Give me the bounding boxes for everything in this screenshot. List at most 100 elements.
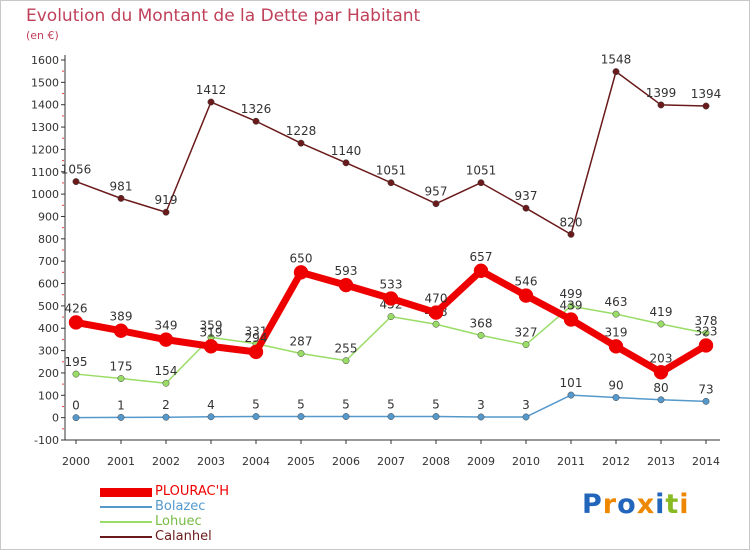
data-point-bolazec [657, 396, 665, 404]
data-label-calanhel: 1051 [376, 164, 407, 178]
data-label-bolazec: 3 [477, 398, 485, 412]
data-label-calanhel: 1394 [691, 87, 722, 101]
data-point-bolazec [297, 413, 305, 420]
data-point-bolazec [117, 413, 125, 421]
data-point-plourac-h [248, 344, 264, 360]
data-label-calanhel: 1399 [646, 86, 677, 100]
data-label-lohuec: 368 [470, 316, 493, 330]
data-point-lohuec [477, 331, 485, 339]
data-label-plourac-h: 593 [335, 264, 358, 278]
x-tick-label: 2000 [62, 455, 90, 468]
legend-swatch-calanhel [100, 536, 152, 538]
legend-label-bolazec: Bolazec [155, 499, 206, 514]
legend-label-lohuec: Lohuec [155, 514, 202, 529]
data-point-lohuec [117, 375, 125, 382]
data-point-lohuec [702, 329, 710, 337]
data-point-bolazec [252, 413, 260, 420]
x-tick-label: 2007 [377, 455, 405, 468]
legend-swatch-plourach [100, 488, 152, 497]
data-label-calanhel: 919 [155, 193, 178, 207]
data-point-bolazec [72, 414, 80, 422]
y-tick-label: 1300 [31, 121, 59, 134]
data-point-lohuec [612, 310, 620, 318]
legend-label-calanhel: Calanhel [155, 529, 212, 544]
data-point-bolazec [702, 397, 710, 405]
data-point-bolazec [432, 413, 440, 420]
data-label-calanhel: 1051 [466, 164, 497, 178]
data-label-plourac-h: 439 [560, 299, 583, 313]
data-point-lohuec [72, 370, 80, 378]
data-label-calanhel: 1412 [196, 83, 227, 97]
x-tick-label: 2004 [242, 455, 270, 468]
x-tick-label: 2010 [512, 455, 540, 468]
x-tick-label: 2011 [557, 455, 585, 468]
data-point-calanhel [477, 179, 485, 187]
data-label-plourac-h: 323 [695, 324, 718, 338]
data-point-bolazec [522, 413, 530, 421]
data-point-plourac-h [203, 339, 219, 354]
data-point-bolazec [342, 413, 350, 420]
data-point-calanhel [432, 200, 440, 208]
y-tick-label: 800 [38, 233, 59, 246]
data-point-bolazec [612, 394, 620, 401]
data-label-bolazec: 80 [653, 381, 668, 395]
data-point-bolazec [387, 413, 395, 420]
data-label-calanhel: 1140 [331, 144, 362, 158]
unit-label: (en €) [26, 29, 59, 42]
data-label-plourac-h: 203 [650, 351, 673, 365]
data-label-bolazec: 1 [117, 398, 125, 412]
legend: PLOURAC'H Bolazec Lohuec Calanhel [100, 484, 320, 545]
data-point-calanhel [297, 139, 305, 147]
data-point-lohuec [162, 379, 170, 387]
data-point-lohuec [522, 341, 530, 349]
y-tick-label: 700 [38, 255, 59, 268]
data-label-plourac-h: 650 [290, 251, 313, 265]
y-tick-label: 1000 [31, 188, 59, 201]
x-tick-label: 2006 [332, 455, 360, 468]
data-label-plourac-h: 319 [200, 325, 223, 339]
data-label-plourac-h: 319 [605, 325, 628, 339]
data-label-bolazec: 5 [297, 398, 305, 412]
data-label-bolazec: 5 [432, 398, 440, 412]
data-point-calanhel [252, 117, 260, 125]
logo-letter: i [655, 489, 666, 520]
x-tick-label: 2009 [467, 455, 495, 468]
data-label-calanhel: 957 [425, 185, 448, 199]
data-label-lohuec: 419 [650, 305, 673, 319]
data-label-plourac-h: 294 [245, 331, 268, 345]
data-point-calanhel [72, 178, 80, 186]
data-point-bolazec [477, 413, 485, 421]
data-label-bolazec: 5 [252, 398, 260, 412]
y-tick-label: 0 [52, 412, 59, 425]
legend-item-calanhel: Calanhel [100, 529, 320, 545]
data-label-lohuec: 255 [335, 342, 358, 356]
data-label-bolazec: 0 [72, 399, 80, 413]
data-label-plourac-h: 426 [65, 301, 88, 315]
data-point-calanhel [162, 208, 170, 216]
data-label-calanhel: 981 [110, 179, 133, 193]
legend-item-plourach: PLOURAC'H [100, 484, 320, 500]
y-tick-label: 500 [38, 300, 59, 313]
data-point-calanhel [567, 230, 575, 238]
data-point-calanhel [612, 68, 620, 76]
data-point-plourac-h [698, 338, 714, 353]
x-tick-label: 2002 [152, 455, 180, 468]
data-label-calanhel: 1056 [61, 163, 92, 177]
data-label-calanhel: 1548 [601, 53, 632, 67]
data-point-bolazec [162, 413, 170, 421]
data-label-plourac-h: 470 [425, 292, 448, 306]
y-tick-label: 300 [38, 345, 59, 358]
data-label-lohuec: 463 [605, 295, 628, 309]
x-tick-label: 2014 [692, 455, 720, 468]
data-point-calanhel [522, 204, 530, 212]
y-tick-label: 1500 [31, 76, 59, 89]
data-point-plourac-h [608, 339, 624, 354]
y-tick-label: 600 [38, 278, 59, 291]
data-label-bolazec: 5 [342, 398, 350, 412]
logo-letter: P [582, 489, 603, 520]
data-label-plourac-h: 389 [110, 310, 133, 324]
data-point-bolazec [207, 413, 215, 421]
data-label-bolazec: 2 [162, 398, 170, 412]
y-tick-label: 900 [38, 210, 59, 223]
